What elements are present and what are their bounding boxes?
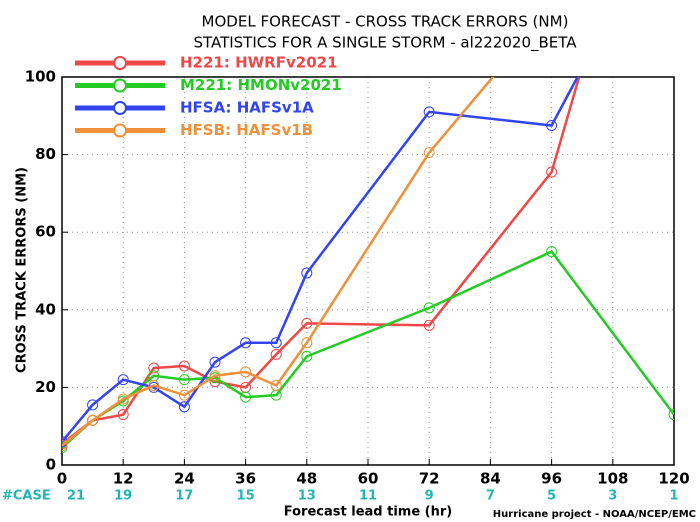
data-point (546, 120, 558, 131)
footer: Hurricane project - NOAA/NCEP/EMC (493, 509, 696, 520)
data-point (423, 106, 435, 118)
case-count: 5 (547, 489, 556, 504)
data-point (423, 147, 435, 159)
series-line (62, 77, 579, 443)
data-point (423, 302, 435, 314)
x-tick-label: 60 (358, 470, 379, 488)
data-point (301, 337, 313, 349)
series-line (62, 250, 674, 449)
data-point (301, 267, 313, 279)
data-point (608, 6, 618, 16)
data-point (178, 360, 190, 372)
data-point (301, 317, 313, 329)
x-axis-label: Forecast lead time (hr) (284, 505, 452, 520)
x-tick-label: 84 (480, 470, 501, 488)
legend-label: HFSA: HAFSv1A (180, 99, 314, 117)
legend-label: M221: HMONv2021 (180, 76, 342, 94)
data-point (546, 246, 558, 258)
data-point (240, 391, 252, 403)
x-tick-label: 96 (541, 470, 562, 488)
case-count: 3 (608, 489, 617, 504)
data-point (117, 393, 129, 405)
y-axis-label: CROSS TRACK ERRORS (NM) (15, 167, 30, 373)
x-tick-label: 36 (235, 470, 256, 488)
case-count: 13 (298, 489, 316, 504)
chart-subtitle: STATISTICS FOR A SINGLE STORM - al222020… (193, 34, 577, 53)
data-point (209, 370, 221, 382)
case-label: #CASE (2, 489, 51, 504)
case-count: 7 (486, 489, 495, 504)
case-count: 15 (237, 489, 255, 504)
data-point (301, 350, 313, 362)
data-point (178, 401, 190, 413)
data-point (547, 2, 557, 12)
data-point (209, 356, 221, 368)
data-point (87, 399, 99, 411)
data-point (240, 366, 252, 378)
case-count: 21 (67, 489, 85, 504)
data-point (270, 337, 282, 349)
plot-frame (61, 76, 675, 466)
legend-marker (113, 78, 127, 93)
x-tick-label: 24 (174, 470, 195, 488)
data-point (87, 414, 99, 426)
x-tick-label: 120 (658, 470, 689, 488)
data-point (148, 379, 160, 391)
case-count: 19 (114, 489, 132, 504)
data-point (546, 166, 558, 178)
y-tick-label: 20 (35, 378, 56, 396)
case-count: 11 (359, 489, 377, 504)
legend-label: H221: HWRFv2021 (180, 54, 338, 72)
data-point (240, 337, 252, 349)
y-tick-label: 40 (35, 300, 56, 318)
x-tick-label: 12 (113, 470, 134, 488)
case-count: 1 (669, 489, 678, 504)
data-point (117, 374, 129, 386)
data-point (423, 319, 435, 331)
case-count: 17 (175, 489, 193, 504)
legend-marker (113, 56, 127, 70)
data-point (117, 409, 129, 421)
x-tick-label: 0 (57, 470, 67, 488)
x-tick-label: 48 (296, 470, 317, 488)
series-line (62, 77, 495, 447)
y-tick-label: 80 (35, 145, 56, 163)
data-point (62, 440, 68, 452)
y-tick-label: 100 (25, 68, 56, 86)
case-count: 9 (425, 489, 434, 504)
chart-title: MODEL FORECAST - CROSS TRACK ERRORS (NM) (202, 13, 569, 31)
data-point (178, 374, 190, 386)
y-tick-label: 60 (35, 223, 56, 241)
legend-marker (113, 101, 127, 115)
data-point (270, 348, 282, 360)
x-tick-label: 108 (597, 470, 628, 488)
x-tick-label: 72 (419, 470, 440, 488)
plot-area (62, 2, 674, 454)
legend-marker (113, 123, 127, 138)
y-tick-label: 0 (46, 456, 56, 474)
data-point (178, 389, 190, 401)
legend-label: HFSB: HAFSv1B (180, 121, 313, 139)
data-point (668, 409, 674, 421)
data-point (270, 379, 282, 391)
data-point (148, 362, 160, 374)
